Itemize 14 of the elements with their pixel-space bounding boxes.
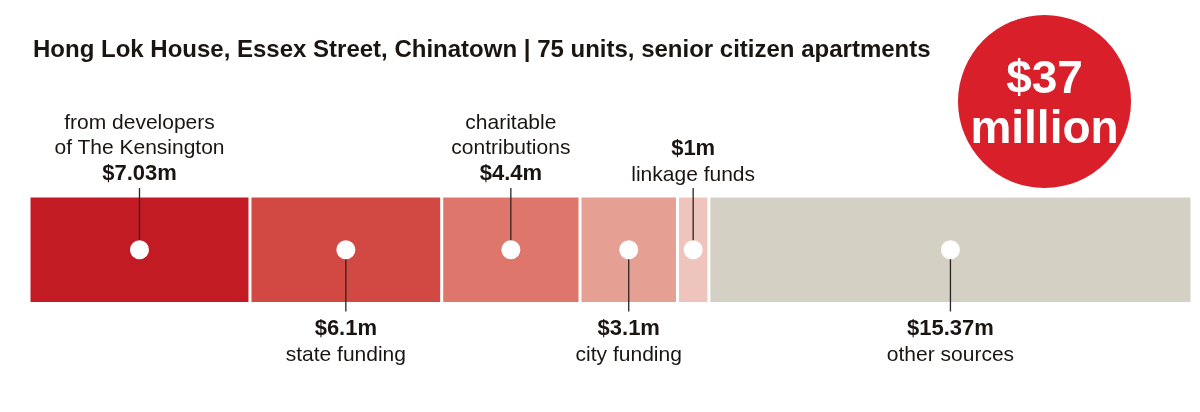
data-label: $6.1m xyxy=(314,314,378,340)
series-label: linkage funds xyxy=(631,162,756,185)
data-label: $3.1m xyxy=(597,314,660,340)
data-label: $1m xyxy=(671,135,716,160)
series-label: charitable contributions xyxy=(451,110,571,158)
series-label: state funding xyxy=(285,341,406,365)
series-label: from developers of The Kensington xyxy=(54,110,225,158)
data-label: $15.37m xyxy=(907,314,994,340)
total-label: $37 million xyxy=(970,50,1119,153)
data-label: $7.03m xyxy=(102,160,177,185)
data-label: $4.4m xyxy=(479,160,543,185)
series-label: other sources xyxy=(886,341,1015,365)
chart-title: Hong Lok House, Essex Street, Chinatown | 75 units, senior citizen apartments xyxy=(33,34,931,62)
series-label: city funding xyxy=(575,341,682,365)
